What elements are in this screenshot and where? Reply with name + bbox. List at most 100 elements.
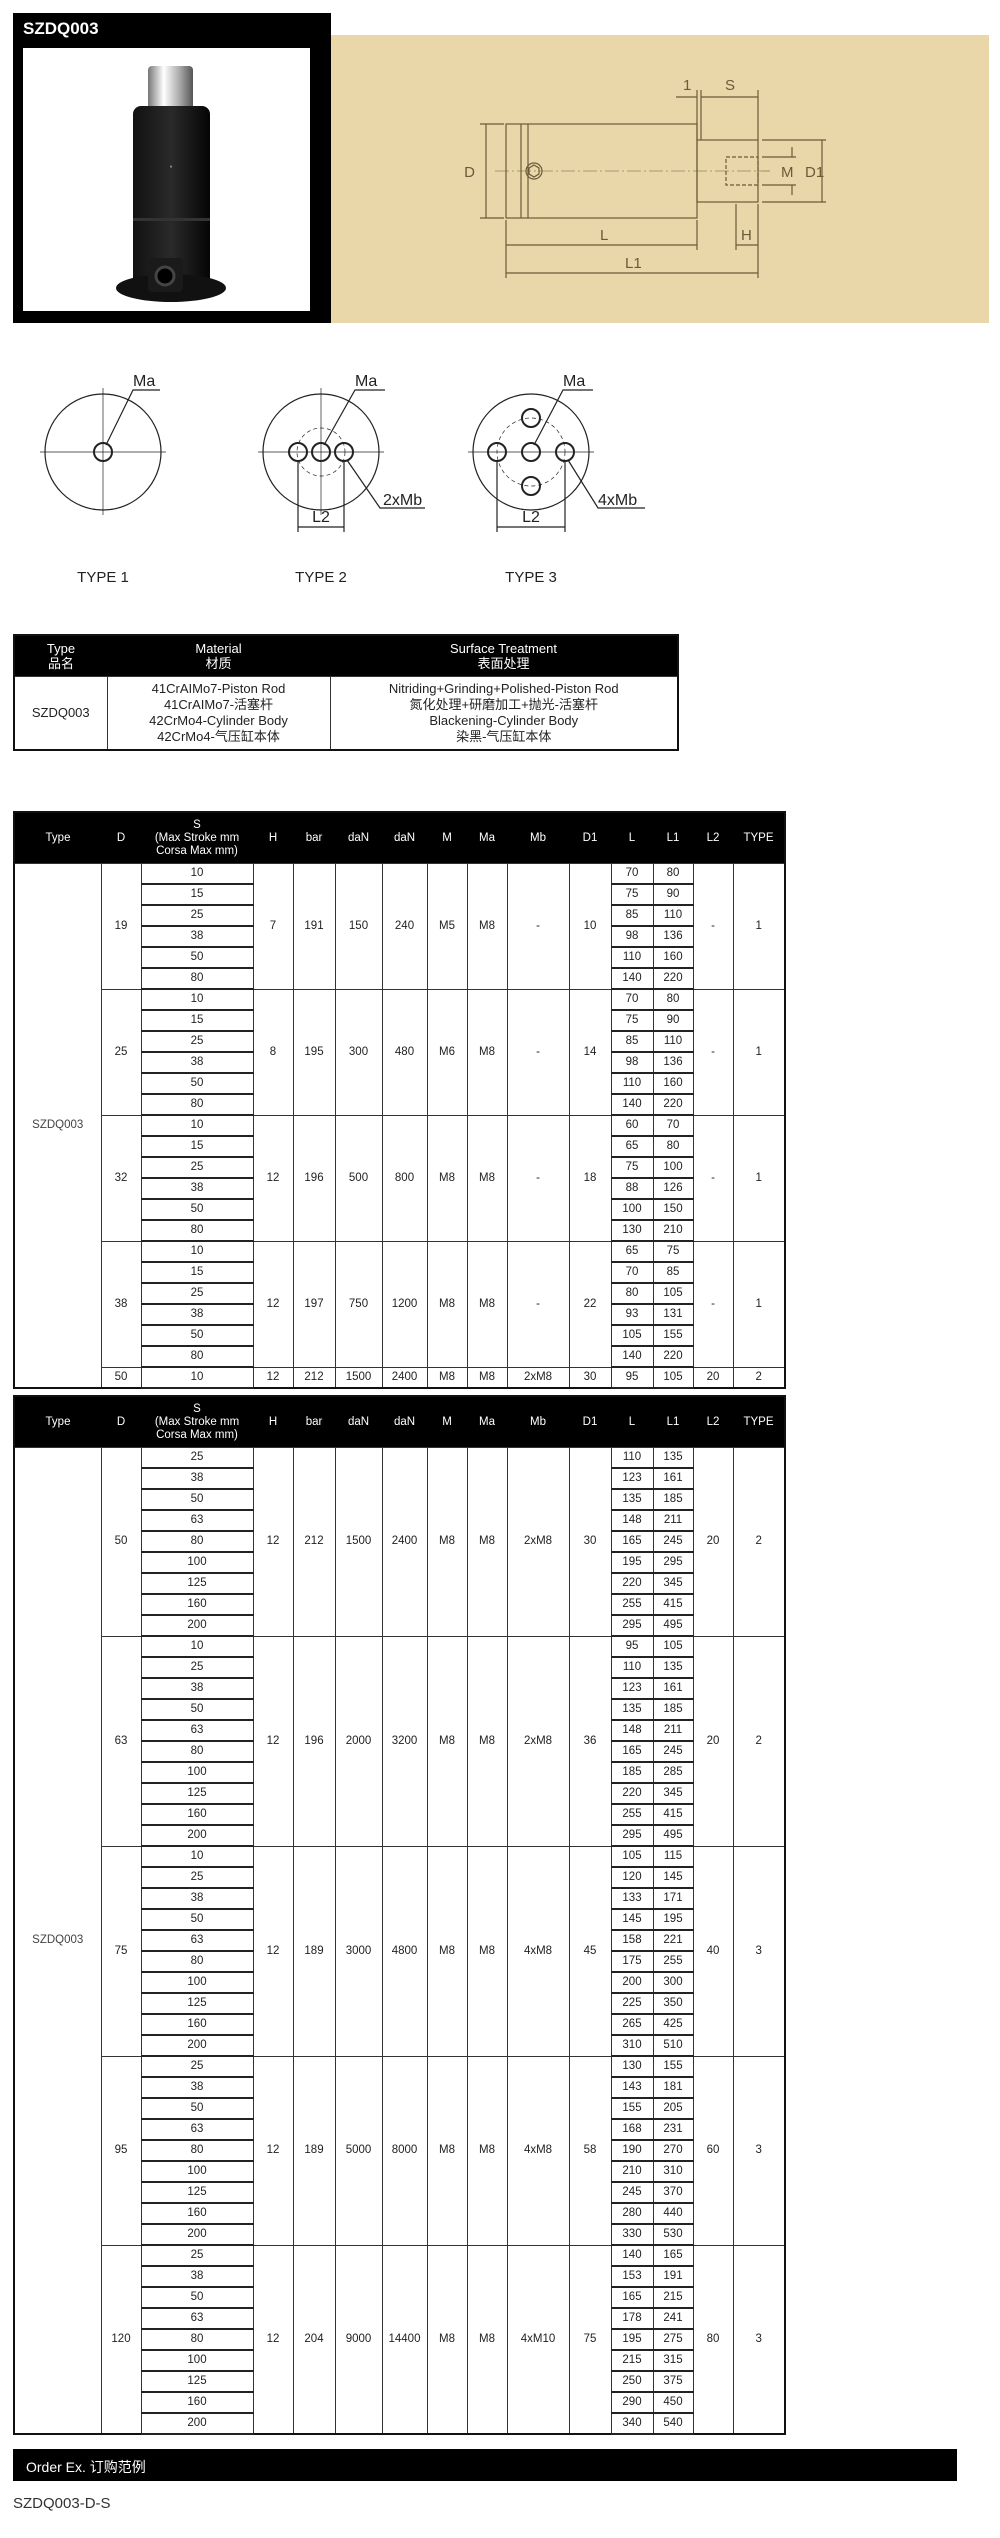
l1-cell: 450 bbox=[652, 2391, 694, 2414]
l1-cell: 220 bbox=[652, 967, 694, 990]
l1-cell: 160 bbox=[652, 946, 694, 969]
l1-cell: 205 bbox=[652, 2097, 694, 2120]
d-cell: 25 bbox=[100, 988, 142, 1116]
dimension-drawing-panel bbox=[331, 35, 989, 323]
l1-cell: 231 bbox=[652, 2118, 694, 2141]
l-cell: 123 bbox=[610, 1467, 654, 1490]
dan1-cell: 1500 bbox=[334, 1366, 383, 1389]
l-cell: 225 bbox=[610, 1992, 654, 2015]
spec-row: 50 135 185 bbox=[14, 1698, 785, 1721]
l1-cell: 136 bbox=[652, 1051, 694, 1074]
order-example-code: SZDQ003-D-S bbox=[13, 2495, 111, 2512]
stroke-cell: 10 bbox=[140, 988, 254, 1011]
stroke-cell: 50 bbox=[140, 1488, 254, 1511]
l-cell: 200 bbox=[610, 1971, 654, 1994]
l1-cell: 135 bbox=[652, 1447, 694, 1469]
spec-row: 80 140 220 bbox=[14, 1093, 785, 1116]
l-cell: 110 bbox=[610, 946, 654, 969]
dim-label-1: 1 bbox=[683, 77, 691, 94]
d-cell: 50 bbox=[100, 1366, 142, 1389]
dan2-cell: 480 bbox=[381, 988, 428, 1116]
l-cell: 140 bbox=[610, 967, 654, 990]
svg-text:●: ● bbox=[169, 164, 172, 170]
l1-cell: 425 bbox=[652, 2013, 694, 2036]
spec-header-ma: Ma bbox=[467, 812, 507, 864]
stroke-cell: 15 bbox=[140, 1135, 254, 1158]
l2-cell: - bbox=[692, 863, 734, 990]
l-cell: 140 bbox=[610, 1345, 654, 1368]
spec-row: 80 130 210 bbox=[14, 1219, 785, 1242]
l1-cell: 90 bbox=[652, 883, 694, 906]
l-cell: 95 bbox=[610, 1635, 654, 1658]
l1-cell: 161 bbox=[652, 1677, 694, 1700]
l-cell: 110 bbox=[610, 1656, 654, 1679]
l-cell: 85 bbox=[610, 904, 654, 927]
l1-cell: 155 bbox=[652, 2055, 694, 2078]
d1-cell: 30 bbox=[568, 1366, 612, 1389]
stroke-cell: 100 bbox=[140, 1761, 254, 1784]
cylinder-dimension-drawing: D 1 S M D1 L H L1 bbox=[464, 77, 826, 278]
header-tab-slant bbox=[300, 13, 331, 40]
bar-cell: 191 bbox=[292, 863, 336, 990]
stroke-cell: 25 bbox=[140, 1447, 254, 1469]
spec-row: 63 168 231 bbox=[14, 2118, 785, 2141]
type2-mb-label: 2xMb bbox=[383, 492, 422, 509]
stroke-cell: 50 bbox=[140, 1324, 254, 1347]
l-cell: 215 bbox=[610, 2349, 654, 2372]
type-2-diagram bbox=[258, 388, 425, 532]
l-cell: 110 bbox=[610, 1072, 654, 1095]
m-cell: M6 bbox=[426, 988, 468, 1116]
h-cell: 12 bbox=[252, 1447, 294, 1637]
dan1-cell: 5000 bbox=[334, 2055, 383, 2246]
spec-row: 80 175 255 bbox=[14, 1950, 785, 1973]
l-cell: 158 bbox=[610, 1929, 654, 1952]
d-cell: 95 bbox=[100, 2055, 142, 2246]
stroke-cell: 80 bbox=[140, 1740, 254, 1763]
ma-cell: M8 bbox=[466, 1240, 508, 1368]
material-header-material: Material 材质 bbox=[107, 635, 330, 677]
mb-cell: 4xM8 bbox=[506, 1845, 570, 2057]
type-cell: SZDQ003 bbox=[13, 1447, 102, 2435]
l1-cell: 136 bbox=[652, 925, 694, 948]
ma-cell: M8 bbox=[466, 1635, 508, 1847]
l-cell: 88 bbox=[610, 1177, 654, 1200]
h-cell: 8 bbox=[252, 988, 294, 1116]
spec-header-d1: D1 bbox=[569, 812, 611, 864]
spec-row: 100 210 310 bbox=[14, 2160, 785, 2183]
mb-cell: 2xM8 bbox=[506, 1366, 570, 1389]
l1-cell: 495 bbox=[652, 1824, 694, 1847]
spec-row: 125 250 375 bbox=[14, 2370, 785, 2393]
stroke-cell: 160 bbox=[140, 1593, 254, 1616]
l1-cell: 510 bbox=[652, 2034, 694, 2057]
dan1-cell: 500 bbox=[334, 1114, 383, 1242]
type-number-cell: 3 bbox=[732, 2244, 786, 2435]
spec-header-m: M bbox=[427, 812, 467, 864]
type1-label: TYPE 1 bbox=[77, 569, 129, 586]
spec-row: 63 158 221 bbox=[14, 1929, 785, 1952]
spec-row: 63 148 211 bbox=[14, 1719, 785, 1742]
stroke-cell: 80 bbox=[140, 2328, 254, 2351]
stroke-cell: 80 bbox=[140, 967, 254, 990]
spec-row: 80 165 245 bbox=[14, 1740, 785, 1763]
l1-cell: 415 bbox=[652, 1593, 694, 1616]
type-number-cell: 2 bbox=[732, 1366, 786, 1389]
dim-label-m: M bbox=[781, 164, 794, 181]
dan1-cell: 9000 bbox=[334, 2244, 383, 2435]
spec-row: 100 215 315 bbox=[14, 2349, 785, 2372]
spec-row: 160 255 415 bbox=[14, 1803, 785, 1826]
material-table: Type 品名 Material 材质 Surface Treatment 表面处理 … bbox=[13, 634, 679, 751]
type-number-cell: 3 bbox=[732, 1845, 786, 2057]
l-cell: 340 bbox=[610, 2412, 654, 2435]
l1-cell: 70 bbox=[652, 1114, 694, 1137]
l-cell: 133 bbox=[610, 1887, 654, 1910]
spec-row: 50 135 185 bbox=[14, 1488, 785, 1511]
stroke-cell: 38 bbox=[140, 2265, 254, 2288]
dan2-cell: 2400 bbox=[381, 1366, 428, 1389]
l2-cell: - bbox=[692, 988, 734, 1116]
l1-cell: 85 bbox=[652, 1261, 694, 1284]
l2-cell: 40 bbox=[692, 1845, 734, 2057]
stroke-cell: 125 bbox=[140, 1782, 254, 1805]
l-cell: 290 bbox=[610, 2391, 654, 2414]
spec-row: 25 85 110 bbox=[14, 1030, 785, 1053]
